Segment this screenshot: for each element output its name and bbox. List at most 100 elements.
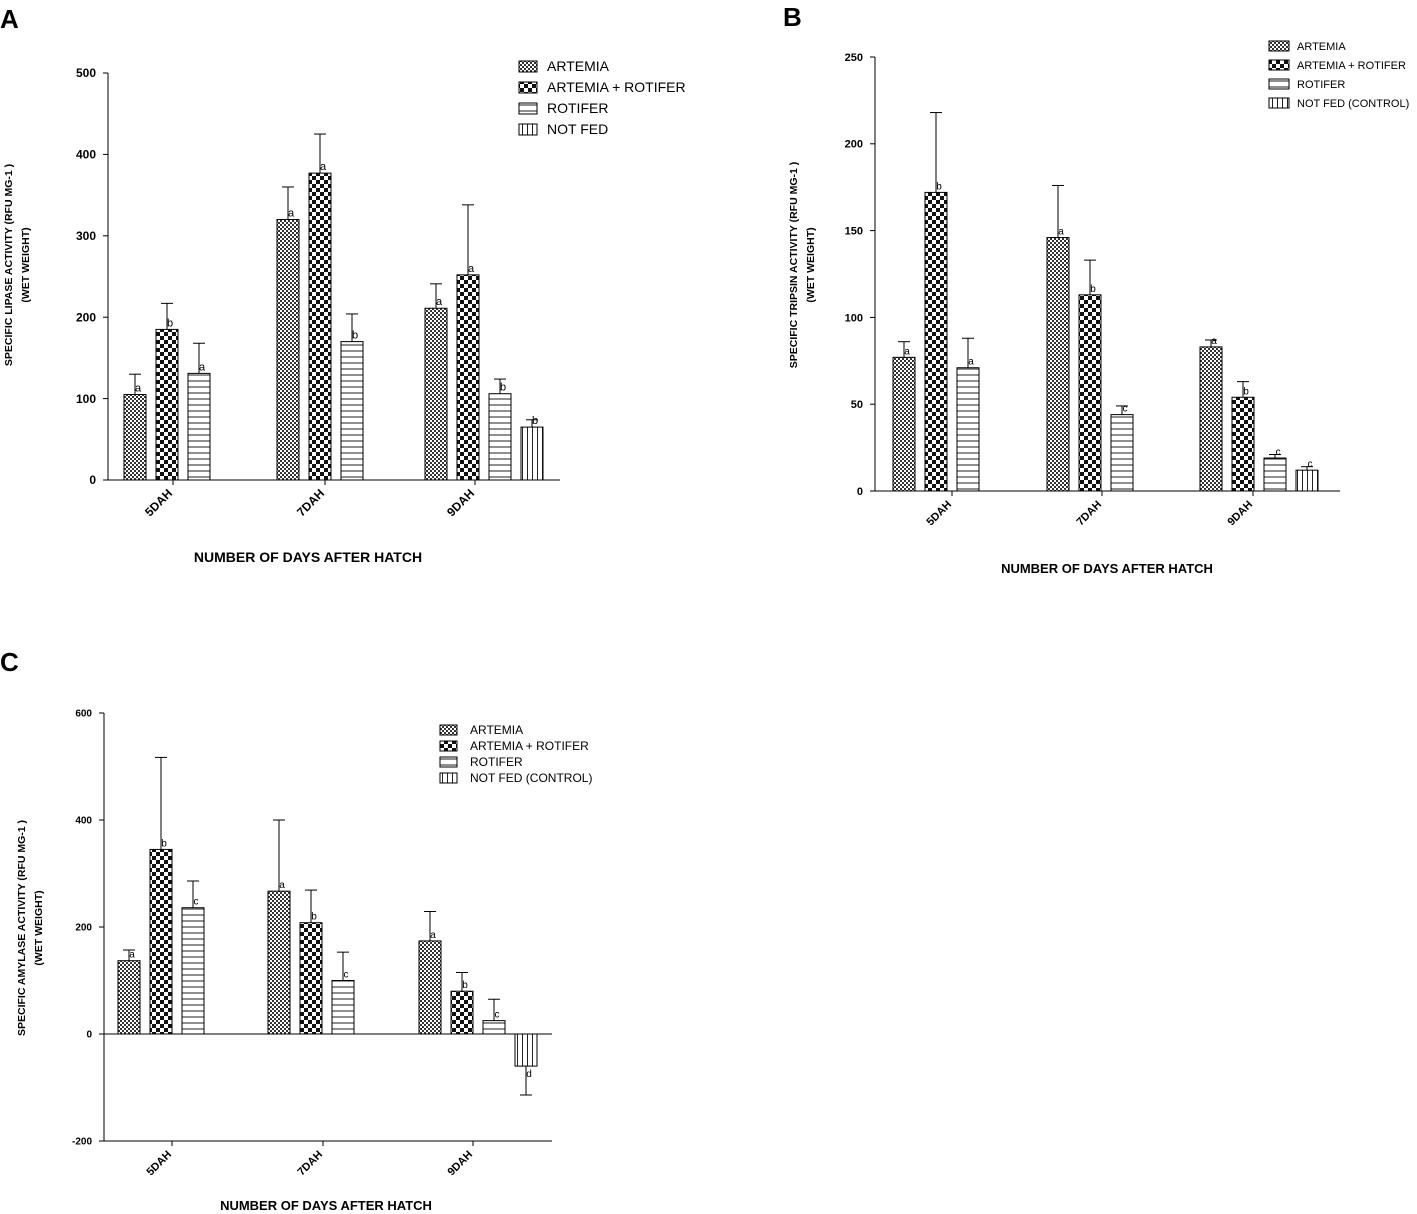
legend-swatch <box>439 772 458 784</box>
bar <box>892 356 916 492</box>
panel-letter-a: A <box>0 4 19 34</box>
bar <box>299 922 323 1035</box>
bar <box>276 219 300 481</box>
significance-label: c <box>344 970 349 981</box>
x-axis-label: NUMBER OF DAYS AFTER HATCH <box>220 1198 432 1213</box>
y-tick-label: 0 <box>857 486 863 498</box>
legend-label: ROTIFER <box>470 755 523 769</box>
y-tick-label: 100 <box>76 392 96 406</box>
bar <box>956 367 980 492</box>
legend-swatch <box>518 81 538 94</box>
legend-label: NOT FED (CONTROL) <box>470 771 592 785</box>
significance-label: b <box>532 415 538 427</box>
bar <box>514 1033 538 1067</box>
bar <box>117 960 141 1035</box>
bar <box>123 394 147 481</box>
y-tick-label: 250 <box>845 52 863 64</box>
bar <box>418 940 442 1035</box>
significance-label: b <box>352 330 358 342</box>
legend-label: ARTEMIA <box>470 723 523 737</box>
bar <box>155 328 179 481</box>
category-label: 7DAH <box>294 486 327 519</box>
significance-label: d <box>526 1069 532 1080</box>
legend-label: ARTEMIA <box>1297 41 1346 53</box>
significance-label: a <box>430 930 436 941</box>
category-label: 5DAH <box>144 1149 174 1179</box>
y-tick-label: 0 <box>86 1030 92 1041</box>
panel-a: 0 100 200 300 400 500 SPECIFIC LIPASE ACTIVITY… <box>3 58 686 565</box>
category-label: 7DAH <box>1074 499 1104 529</box>
legend-label: NOT FED (CONTROL) <box>1297 98 1409 110</box>
legend-label: ROTIFER <box>1297 79 1345 91</box>
bar <box>181 907 205 1035</box>
bar <box>1078 294 1102 492</box>
y-tick-label: 500 <box>76 66 96 80</box>
y-axis-label: (WET WEIGHT) <box>20 227 32 302</box>
category-label: 9DAH <box>444 486 477 519</box>
significance-label: a <box>904 346 910 357</box>
bar <box>488 393 512 481</box>
y-tick-label: 400 <box>75 816 92 827</box>
significance-label: a <box>279 880 285 891</box>
panel-letter-c: C <box>0 647 19 677</box>
y-tick-label: 200 <box>76 310 96 324</box>
bar <box>1199 346 1223 492</box>
y-tick-label: 400 <box>76 148 96 162</box>
y-tick-label: 0 <box>89 473 96 487</box>
y-axis-label: SPECIFIC TRIPSIN ACTIVITY (RFU MG-1 ) <box>788 162 800 369</box>
bar <box>1295 469 1319 492</box>
bar <box>924 191 948 492</box>
panel-b: 0 50 100 150 200 250 SPECIFIC TRIPSIN ACTIVITY… <box>788 40 1409 576</box>
category-label: 9DAH <box>445 1149 475 1179</box>
y-axis-label: SPECIFIC LIPASE ACTIVITY (RFU MG-1 ) <box>3 164 15 366</box>
significance-label: b <box>936 181 942 192</box>
y-tick-label: 200 <box>845 139 863 151</box>
significance-label: c <box>1308 459 1313 470</box>
significance-label: a <box>1058 227 1064 238</box>
y-axis-label: SPECIFIC AMYLASE ACTIVITY (RFU MG-1 ) <box>16 820 28 1036</box>
y-tick-label: 600 <box>75 709 92 720</box>
legend-label: ARTEMIA <box>547 58 610 74</box>
legend-label: ARTEMIA + ROTIFER <box>1297 60 1406 72</box>
x-axis-label: NUMBER OF DAYS AFTER HATCH <box>1001 561 1213 576</box>
significance-label: a <box>129 950 135 961</box>
y-axis-label: (WET WEIGHT) <box>805 227 817 302</box>
legend-swatch <box>1268 97 1290 109</box>
x-axis-label: NUMBER OF DAYS AFTER HATCH <box>194 549 422 565</box>
panel-letter-b: B <box>783 2 802 32</box>
significance-label: b <box>500 382 506 394</box>
legend-swatch <box>518 102 538 115</box>
y-tick-label: 300 <box>76 229 96 243</box>
legend-swatch <box>518 60 538 73</box>
significance-label: b <box>161 838 167 849</box>
y-tick-label: 50 <box>851 399 863 411</box>
bar <box>520 426 544 481</box>
bar <box>482 1020 506 1035</box>
bar <box>308 172 332 481</box>
significance-label: a <box>436 296 443 308</box>
significance-label: a <box>288 208 295 220</box>
significance-label: a <box>135 383 142 395</box>
legend-swatch <box>1268 78 1290 90</box>
bar <box>187 372 211 481</box>
y-tick-label: 150 <box>845 225 863 237</box>
legend-label: ARTEMIA + ROTIFER <box>470 739 589 753</box>
significance-label: a <box>468 263 475 275</box>
bar <box>1263 457 1287 492</box>
legend-label: NOT FED <box>547 121 608 137</box>
significance-label: b <box>311 912 317 923</box>
bar <box>424 307 448 481</box>
category-label: 5DAH <box>142 486 175 519</box>
y-tick-label: 200 <box>75 923 92 934</box>
significance-label: c <box>1276 447 1281 458</box>
y-tick-label: -200 <box>72 1137 92 1148</box>
significance-label: a <box>199 361 206 373</box>
bar <box>340 341 364 481</box>
y-tick-label: 100 <box>845 312 863 324</box>
legend-swatch <box>439 724 458 736</box>
significance-label: c <box>194 897 199 908</box>
bar <box>267 890 291 1035</box>
y-axis-label: (WET WEIGHT) <box>33 890 45 965</box>
significance-label: b <box>462 980 468 991</box>
